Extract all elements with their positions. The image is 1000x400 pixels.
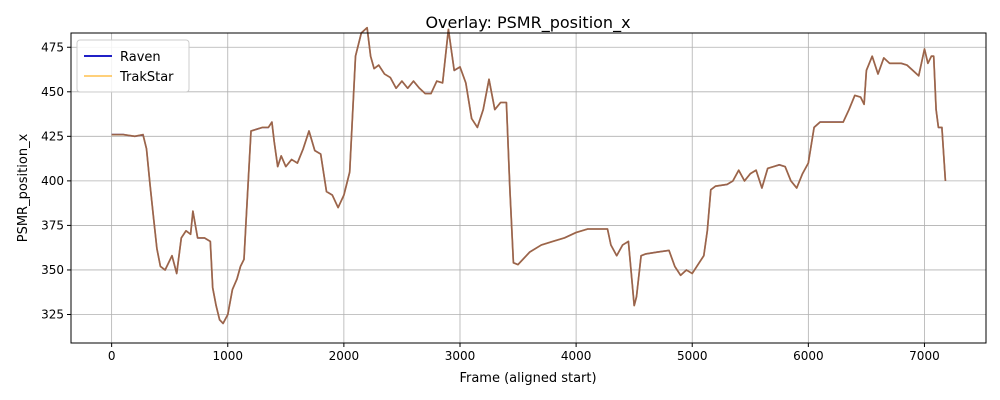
x-tick-label: 5000 xyxy=(677,349,708,363)
y-tick-label: 475 xyxy=(41,40,64,54)
x-tick-label: 0 xyxy=(108,349,116,363)
series-line-trakstar xyxy=(111,26,947,325)
y-tick-label: 350 xyxy=(41,263,64,277)
x-axis-label: Frame (aligned start) xyxy=(459,371,596,386)
y-tick-label: 400 xyxy=(41,174,64,188)
grid-lines xyxy=(71,33,986,343)
legend-label-trakstar: TrakStar xyxy=(119,70,174,85)
plot-frame xyxy=(70,32,987,344)
legend: Raven TrakStar xyxy=(76,39,190,93)
y-axis-label: PSMR_position_x xyxy=(16,133,31,242)
x-tick-label: 3000 xyxy=(445,349,476,363)
y-tick-label: 325 xyxy=(41,307,64,321)
x-axis-ticks: 0 1000 2000 3000 4000 5000 6000 7000 xyxy=(108,343,940,363)
legend-label-raven: Raven xyxy=(120,50,161,65)
chart-title: Overlay: PSMR_position_x xyxy=(425,13,630,33)
x-tick-label: 6000 xyxy=(793,349,824,363)
series-layer xyxy=(111,26,947,325)
x-tick-label: 1000 xyxy=(212,349,243,363)
legend-box xyxy=(76,39,190,93)
x-tick-label: 7000 xyxy=(909,349,940,363)
x-tick-label: 2000 xyxy=(329,349,360,363)
x-tick-label: 4000 xyxy=(561,349,592,363)
y-tick-label: 425 xyxy=(41,129,64,143)
y-tick-label: 450 xyxy=(41,85,64,99)
y-axis-ticks: 325 350 375 400 425 450 475 xyxy=(41,40,71,321)
y-tick-label: 375 xyxy=(41,218,64,232)
